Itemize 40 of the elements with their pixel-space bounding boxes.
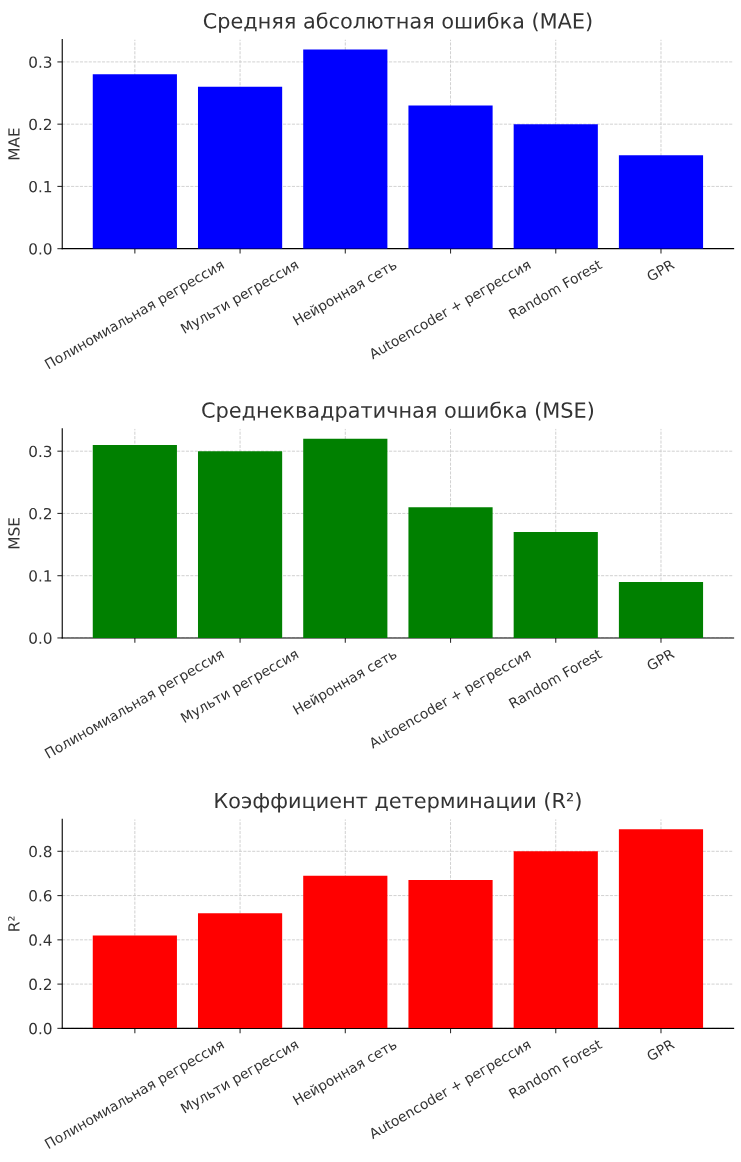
y-tick-label: 0.0 bbox=[29, 243, 52, 255]
y-tick-label: 0.2 bbox=[29, 118, 51, 131]
bar bbox=[618, 829, 704, 1029]
y-tick-label: 0.1 bbox=[29, 570, 52, 582]
x-tick-label: GPR bbox=[645, 1038, 676, 1062]
x-tick-label: GPR bbox=[645, 258, 676, 282]
bar bbox=[408, 507, 493, 638]
bar bbox=[92, 74, 177, 249]
bar bbox=[408, 880, 493, 1029]
y-axis-title: MSE bbox=[8, 518, 20, 549]
bar bbox=[303, 438, 388, 638]
bar bbox=[618, 581, 704, 638]
bar bbox=[513, 124, 598, 249]
bar bbox=[92, 935, 177, 1029]
y-tick-label: 0.3 bbox=[29, 445, 52, 458]
x-tick-label: GPR bbox=[645, 648, 676, 671]
chart-title: Коэффициент детерминации (R²) bbox=[215, 792, 581, 813]
y-tick-label: 0.2 bbox=[29, 507, 51, 520]
bar bbox=[197, 86, 283, 249]
bar bbox=[197, 451, 283, 638]
bar bbox=[303, 875, 388, 1029]
chart-title: Среднеквадратичная ошибка (MSE) bbox=[202, 401, 594, 422]
y-axis-title: MAE bbox=[8, 128, 20, 160]
bar bbox=[92, 444, 177, 638]
bar bbox=[408, 105, 493, 249]
bar bbox=[513, 532, 598, 638]
y-tick-label: 0.8 bbox=[29, 845, 52, 858]
y-tick-label: 0.2 bbox=[29, 978, 51, 991]
chart-title: Средняя абсолютная ошибка (MAE) bbox=[203, 12, 592, 33]
bar bbox=[618, 155, 704, 249]
bar bbox=[513, 851, 598, 1029]
y-tick-label: 0.0 bbox=[29, 1022, 52, 1035]
y-tick-label: 0.6 bbox=[29, 890, 52, 902]
y-tick-label: 0.4 bbox=[29, 934, 52, 946]
y-axis-title: R² bbox=[8, 916, 20, 931]
y-tick-label: 0.3 bbox=[29, 56, 52, 68]
bar bbox=[197, 913, 283, 1029]
bar bbox=[303, 49, 388, 249]
y-tick-label: 0.1 bbox=[29, 180, 52, 193]
y-tick-label: 0.0 bbox=[29, 632, 52, 644]
